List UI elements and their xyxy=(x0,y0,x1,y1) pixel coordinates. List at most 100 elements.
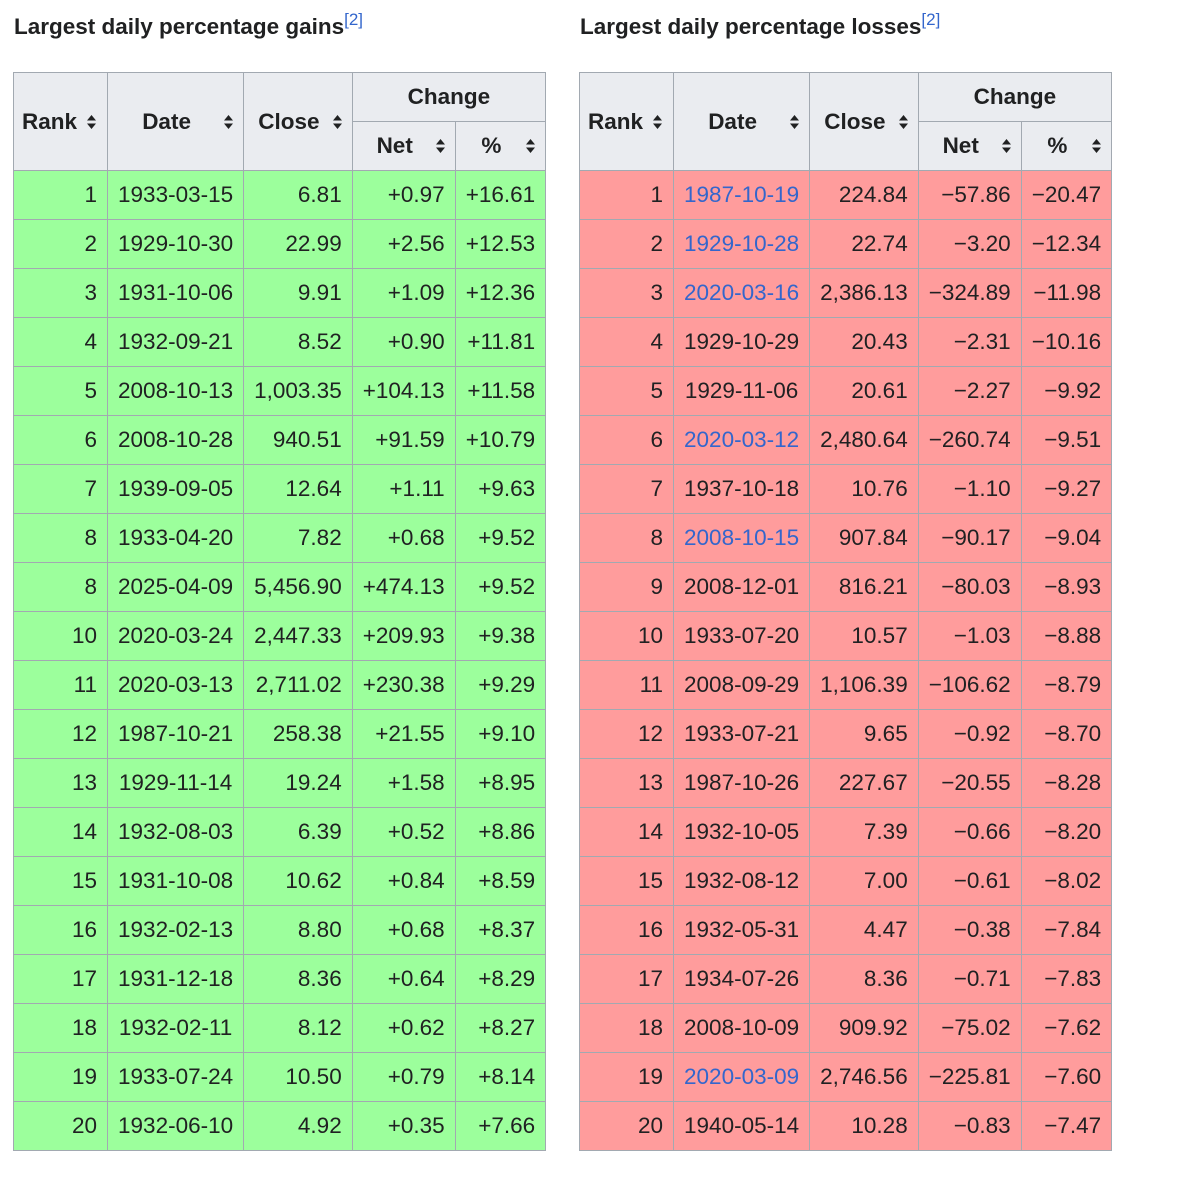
percent-change-cell: −8.70 xyxy=(1020,709,1113,759)
losses-reference-link[interactable]: [2] xyxy=(921,10,941,29)
date-cell: 1934-07-26 xyxy=(673,954,811,1004)
date-link[interactable]: 2020-03-16 xyxy=(684,280,800,305)
sort-icon[interactable] xyxy=(1001,138,1012,154)
losses-reference[interactable]: [2] xyxy=(921,10,940,29)
rank-cell: 18 xyxy=(578,1003,675,1053)
sort-icon[interactable] xyxy=(898,114,909,130)
rank-cell: 15 xyxy=(578,856,675,906)
percent-change-cell: −9.04 xyxy=(1020,513,1113,563)
close-cell: 10.76 xyxy=(809,464,919,514)
close-cell: 22.99 xyxy=(243,219,353,269)
close-cell: 2,386.13 xyxy=(809,268,919,318)
close-cell: 4.92 xyxy=(243,1101,353,1151)
date-link[interactable]: 1987-10-19 xyxy=(684,182,800,207)
table-row: 8 2025-04-09 5,456.90 +474.13 +9.52 xyxy=(12,562,547,612)
net-change-cell: +0.84 xyxy=(351,856,456,906)
date-cell: 1931-10-08 xyxy=(107,856,245,906)
net-change-cell: −1.03 xyxy=(917,611,1022,661)
sort-icon[interactable] xyxy=(1091,138,1102,154)
rank-cell: 10 xyxy=(578,611,675,661)
date-link[interactable]: 2020-03-09 xyxy=(684,1064,800,1089)
rank-cell: 9 xyxy=(578,562,675,612)
percent-change-cell: −8.93 xyxy=(1020,562,1113,612)
sort-icon[interactable] xyxy=(86,114,97,130)
date-link[interactable]: 2008-10-15 xyxy=(684,525,800,550)
rank-cell: 6 xyxy=(12,415,109,465)
rank-cell: 20 xyxy=(12,1101,109,1151)
gains-table: Rank Date Close Change Net % 1 1933-03-15… xyxy=(12,72,547,1151)
close-column-header[interactable]: Close xyxy=(809,72,919,171)
percent-change-cell: +8.95 xyxy=(454,758,547,808)
sort-icon[interactable] xyxy=(435,138,446,154)
table-row: 7 1939-09-05 12.64 +1.11 +9.63 xyxy=(12,464,547,514)
table-row: 5 2008-10-13 1,003.35 +104.13 +11.58 xyxy=(12,366,547,416)
date-cell: 1937-10-18 xyxy=(673,464,811,514)
rank-column-header[interactable]: Rank xyxy=(12,72,109,171)
table-row: 17 1934-07-26 8.36 −0.71 −7.83 xyxy=(578,954,1113,1004)
gains-reference-link[interactable]: [2] xyxy=(344,10,364,29)
rank-cell: 2 xyxy=(578,219,675,269)
sort-icon[interactable] xyxy=(789,114,800,130)
rank-cell: 8 xyxy=(12,513,109,563)
change-column-group-header: Change xyxy=(917,72,1113,122)
date-link[interactable]: 1929-10-28 xyxy=(684,231,800,256)
table-row: 14 1932-10-05 7.39 −0.66 −8.20 xyxy=(578,807,1113,857)
net-change-cell: +2.56 xyxy=(351,219,456,269)
percent-column-header[interactable]: % xyxy=(454,121,547,171)
sort-icon[interactable] xyxy=(332,114,343,130)
rank-column-header[interactable]: Rank xyxy=(578,72,675,171)
table-row: 11 2008-09-29 1,106.39 −106.62 −8.79 xyxy=(578,660,1113,710)
rank-cell: 12 xyxy=(12,709,109,759)
net-change-cell: −20.55 xyxy=(917,758,1022,808)
date-column-header[interactable]: Date xyxy=(673,72,811,171)
close-cell: 10.62 xyxy=(243,856,353,906)
close-column-header[interactable]: Close xyxy=(243,72,353,171)
net-column-header[interactable]: Net xyxy=(351,121,456,171)
close-cell: 7.82 xyxy=(243,513,353,563)
percent-change-cell: −12.34 xyxy=(1020,219,1113,269)
date-cell: 1932-09-21 xyxy=(107,317,245,367)
net-change-cell: −324.89 xyxy=(917,268,1022,318)
sort-icon[interactable] xyxy=(525,138,536,154)
net-change-cell: +0.97 xyxy=(351,170,456,220)
rank-cell: 3 xyxy=(578,268,675,318)
percent-change-cell: +8.59 xyxy=(454,856,547,906)
table-row: 16 1932-05-31 4.47 −0.38 −7.84 xyxy=(578,905,1113,955)
sort-icon[interactable] xyxy=(223,114,234,130)
rank-cell: 4 xyxy=(578,317,675,367)
rank-cell: 14 xyxy=(12,807,109,857)
percent-change-cell: −7.47 xyxy=(1020,1101,1113,1151)
date-cell: 1932-02-13 xyxy=(107,905,245,955)
date-link[interactable]: 2020-03-12 xyxy=(684,427,800,452)
percent-change-cell: −8.02 xyxy=(1020,856,1113,906)
rank-cell: 11 xyxy=(578,660,675,710)
table-row: 18 1932-02-11 8.12 +0.62 +8.27 xyxy=(12,1003,547,1053)
date-cell: 1933-03-15 xyxy=(107,170,245,220)
close-cell: 2,711.02 xyxy=(243,660,353,710)
percent-column-header[interactable]: % xyxy=(1020,121,1113,171)
rank-cell: 11 xyxy=(12,660,109,710)
table-row: 6 2020-03-12 2,480.64 −260.74 −9.51 xyxy=(578,415,1113,465)
gains-reference[interactable]: [2] xyxy=(344,10,363,29)
sort-icon[interactable] xyxy=(652,114,663,130)
close-cell: 20.61 xyxy=(809,366,919,416)
net-column-header[interactable]: Net xyxy=(917,121,1022,171)
table-row: 20 1932-06-10 4.92 +0.35 +7.66 xyxy=(12,1101,547,1151)
close-cell: 8.12 xyxy=(243,1003,353,1053)
date-cell: 1932-08-03 xyxy=(107,807,245,857)
date-cell: 2008-10-28 xyxy=(107,415,245,465)
date-cell: 1987-10-21 xyxy=(107,709,245,759)
date-cell: 2008-12-01 xyxy=(673,562,811,612)
table-row: 1 1987-10-19 224.84 −57.86 −20.47 xyxy=(578,170,1113,220)
percent-change-cell: −9.92 xyxy=(1020,366,1113,416)
date-cell: 1987-10-26 xyxy=(673,758,811,808)
date-cell: 2020-03-09 xyxy=(673,1052,811,1102)
rank-cell: 7 xyxy=(12,464,109,514)
net-change-cell: −2.27 xyxy=(917,366,1022,416)
net-change-cell: +0.68 xyxy=(351,513,456,563)
date-column-header[interactable]: Date xyxy=(107,72,245,171)
net-change-cell: −0.38 xyxy=(917,905,1022,955)
net-change-cell: −0.92 xyxy=(917,709,1022,759)
table-row: 6 2008-10-28 940.51 +91.59 +10.79 xyxy=(12,415,547,465)
date-cell: 2008-10-13 xyxy=(107,366,245,416)
